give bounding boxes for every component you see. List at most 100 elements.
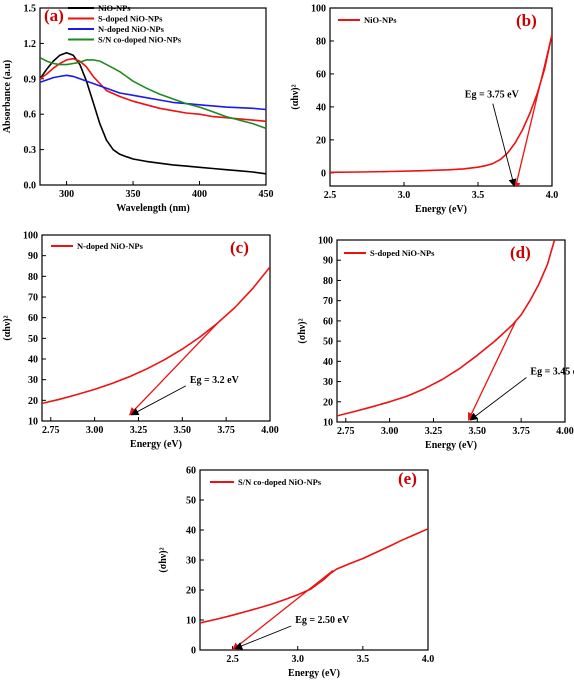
tangent-line <box>129 319 222 416</box>
legend-label: S/N co-doped NiO-NPs <box>98 35 182 45</box>
y-tick-label: 0 <box>191 646 196 657</box>
series-line-s-n-co-doped-nio-nps <box>40 56 266 130</box>
y-tick-label: 0.3 <box>24 145 37 156</box>
y-tick-label: 90 <box>323 256 333 267</box>
band-gap-label: Eg = 3.45 eV <box>530 367 574 378</box>
y-tick-label: 1.2 <box>24 39 37 50</box>
x-tick-label: 3.00 <box>86 425 104 436</box>
tangent-line <box>467 320 517 421</box>
y-tick-label: 60 <box>28 313 38 324</box>
y-tick-label: 0.9 <box>24 74 37 85</box>
x-axis-label: Energy (eV) <box>425 440 477 451</box>
series-line-s-n-co-doped-nio-nps <box>200 528 428 624</box>
legend-label: NiO-NPs <box>98 3 131 13</box>
series-line-n-doped-nio-nps <box>42 266 270 405</box>
y-tick-label: 0 <box>321 168 326 179</box>
x-axis-label: Energy (eV) <box>415 204 467 215</box>
y-axis-label: (σhν)² <box>297 318 308 343</box>
plot-frame <box>39 7 267 186</box>
series-line-s-doped-nio-nps <box>40 57 266 123</box>
y-tick-label: 50 <box>28 334 38 345</box>
annotation-arrow <box>130 385 187 416</box>
legend-label: S-doped NiO-NPs <box>370 248 435 258</box>
y-tick-label: 90 <box>28 251 38 262</box>
y-axis-label: (αhν)² <box>290 84 301 109</box>
panel-d: 2.75 3.00 3.25 3.50 3.75 4.00 10 20 30 40 50 60 70 80… <box>297 236 574 452</box>
panel-letter: (d) <box>510 243 531 262</box>
tangent-line <box>231 569 334 650</box>
band-gap-label: Eg = 3.75 eV <box>465 90 520 101</box>
y-tick-label: 70 <box>323 296 333 307</box>
panel-letter: (e) <box>398 469 417 488</box>
x-tick-label: 4.00 <box>556 426 574 437</box>
x-axis-label: Energy (eV) <box>130 439 182 450</box>
y-tick-label: 100 <box>23 231 38 242</box>
y-tick-label: 20 <box>316 135 326 146</box>
y-tick-label: 80 <box>323 276 333 287</box>
band-gap-label: Eg = 2.50 eV <box>295 615 350 626</box>
x-tick-label: 3.75 <box>217 425 235 436</box>
x-tick-label: 3.0 <box>291 654 304 665</box>
y-tick-label: 60 <box>323 316 333 327</box>
y-tick-label: 10 <box>323 418 333 429</box>
x-axis-label: Wavelength (nm) <box>116 203 190 214</box>
plot-area <box>42 266 270 416</box>
annotation-arrow <box>492 103 517 187</box>
x-tick-label: 4.0 <box>546 190 559 201</box>
y-axis-label: Absorbance (a.u) <box>2 60 13 133</box>
y-tick-label: 30 <box>28 375 38 386</box>
y-tick-label: 10 <box>186 616 196 627</box>
x-tick-label: 3.25 <box>425 426 443 437</box>
panel-b: 2.5 3.0 3.5 4.0 0 20 40 60 80 100 Energy (eV) (αhν)… <box>290 4 558 216</box>
x-tick-label: 4.00 <box>261 425 279 436</box>
x-tick-label: 400 <box>192 189 207 200</box>
x-tick-label: 3.00 <box>381 426 399 437</box>
panel-e: 2.5 3.0 3.5 4.0 0 10 20 30 40 50 60 Energy (eV) (σhν… <box>158 466 434 680</box>
y-tick-label: 10 <box>28 417 38 428</box>
plot-frame <box>329 7 553 187</box>
series-line-n-doped-nio-nps <box>40 74 266 111</box>
plot-area <box>200 528 428 650</box>
y-tick-label: 100 <box>311 4 326 15</box>
y-tick-label: 30 <box>186 556 196 567</box>
x-tick-label: 3.0 <box>398 190 411 201</box>
y-tick-label: 40 <box>28 355 38 366</box>
x-tick-label: 3.50 <box>469 426 487 437</box>
y-tick-label: 20 <box>28 396 38 407</box>
legend-label: NiO-NPs <box>364 15 397 25</box>
y-tick-label: 30 <box>323 377 333 388</box>
plot-area <box>337 240 556 421</box>
x-tick-label: 2.75 <box>42 425 60 436</box>
y-tick-label: 50 <box>323 337 333 348</box>
x-tick-label: 3.5 <box>357 654 370 665</box>
y-tick-label: 40 <box>323 357 333 368</box>
legend-label: S-doped NiO-NPs <box>98 14 163 24</box>
plot-frame <box>41 234 271 422</box>
legend-label: N-doped NiO-NPs <box>98 24 165 34</box>
y-tick-label: 60 <box>316 69 326 80</box>
y-tick-label: 80 <box>28 272 38 283</box>
x-tick-label: 3.25 <box>130 425 148 436</box>
panel-letter: (a) <box>44 6 64 25</box>
legend-label: N-doped NiO-NPs <box>77 241 144 251</box>
series-line-nio-nps <box>40 52 266 175</box>
y-tick-label: 40 <box>316 102 326 113</box>
y-tick-label: 0.6 <box>24 110 37 121</box>
x-tick-label: 2.75 <box>337 426 355 437</box>
y-tick-label: 50 <box>186 496 196 507</box>
panel-letter: (b) <box>516 11 537 30</box>
annotation-arrow <box>234 625 292 650</box>
x-tick-label: 3.50 <box>174 425 192 436</box>
y-tick-label: 40 <box>186 526 196 537</box>
legend-label: S/N co-doped NiO-NPs <box>238 477 322 487</box>
y-tick-label: 20 <box>186 586 196 597</box>
y-axis-label: (σhν)² <box>158 547 169 572</box>
x-tick-label: 350 <box>126 189 141 200</box>
x-tick-label: 4.0 <box>422 654 435 665</box>
tangent-line <box>512 34 552 186</box>
x-tick-label: 2.5 <box>324 190 337 201</box>
y-tick-label: 80 <box>316 36 326 47</box>
plot-area <box>40 52 266 175</box>
x-tick-label: 3.5 <box>472 190 485 201</box>
